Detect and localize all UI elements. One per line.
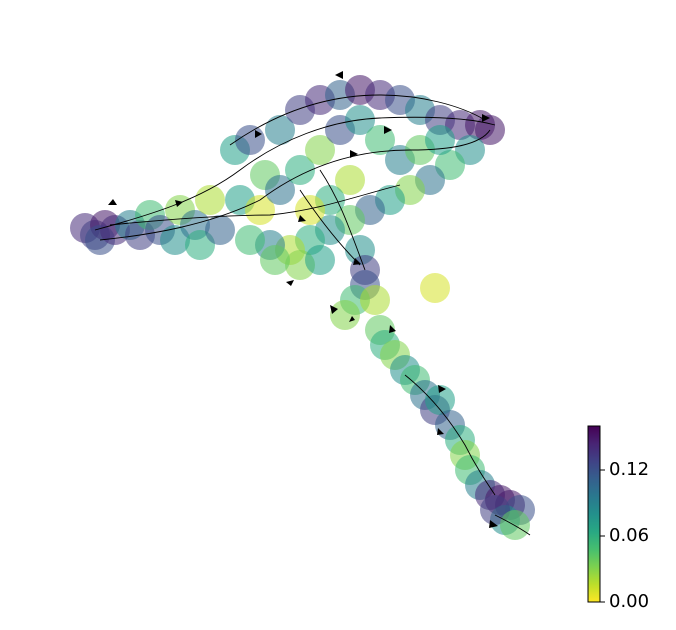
arrow xyxy=(255,130,262,138)
streamlines xyxy=(94,71,531,536)
point xyxy=(305,245,335,275)
arrow xyxy=(353,258,361,265)
arrow xyxy=(389,325,396,333)
arrow xyxy=(489,520,498,528)
arrow xyxy=(438,385,446,393)
arrow xyxy=(384,126,392,134)
arrow xyxy=(349,316,355,322)
colorbar-tick-label: 0.00 xyxy=(609,591,649,612)
point xyxy=(195,185,225,215)
arrow xyxy=(335,71,343,79)
point xyxy=(260,245,290,275)
arrow xyxy=(108,199,117,205)
colorbar-tick-label: 0.12 xyxy=(609,459,649,480)
point xyxy=(335,165,365,195)
arrow xyxy=(330,305,338,314)
point xyxy=(285,155,315,185)
arrow xyxy=(286,280,294,286)
point xyxy=(245,195,275,225)
streamline xyxy=(319,169,366,271)
streamline xyxy=(229,94,486,146)
point xyxy=(420,273,450,303)
point xyxy=(265,175,295,205)
arrow xyxy=(350,150,358,158)
point xyxy=(305,135,335,165)
point xyxy=(205,215,235,245)
colorbar: 0.00 0.06 0.12 xyxy=(587,425,649,612)
arrow xyxy=(298,215,306,222)
streamline xyxy=(99,129,491,241)
point xyxy=(425,385,455,415)
point xyxy=(235,225,265,255)
point xyxy=(265,115,295,145)
point xyxy=(235,125,265,155)
arrow xyxy=(482,114,490,122)
point xyxy=(330,300,360,330)
point xyxy=(360,285,390,315)
streamline xyxy=(404,374,496,496)
streamline xyxy=(94,116,496,231)
point xyxy=(500,510,530,540)
point xyxy=(365,125,395,155)
arrow xyxy=(437,428,444,435)
streamline xyxy=(494,514,531,536)
colorbar-gradient xyxy=(587,425,601,603)
point xyxy=(425,125,455,155)
arrow xyxy=(175,200,183,207)
streamline xyxy=(109,184,401,226)
colorbar-tick-label: 0.06 xyxy=(609,525,649,546)
streamline xyxy=(299,189,361,266)
